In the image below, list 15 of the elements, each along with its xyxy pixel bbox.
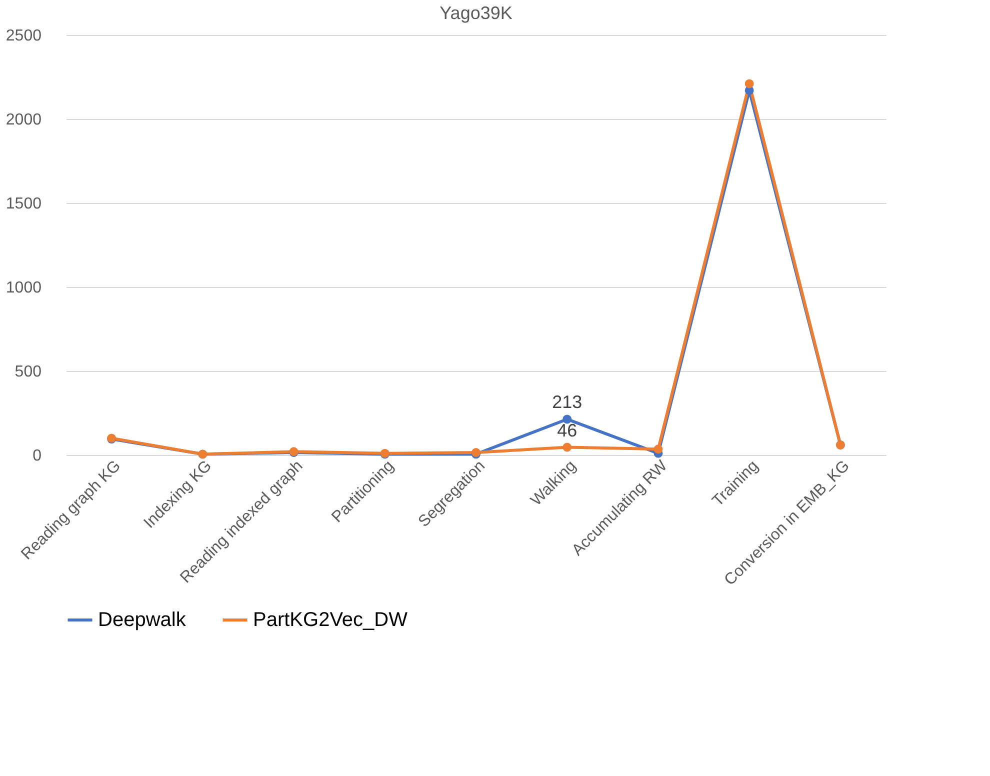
- y-tick-label: 500: [14, 364, 42, 380]
- data-label: 213: [552, 392, 582, 412]
- y-tick-label: 0: [32, 448, 42, 464]
- y-tick-label: 2500: [6, 28, 42, 44]
- point: [562, 414, 572, 424]
- legend-label: PartKG2Vec_DW: [253, 609, 408, 631]
- chart-title: Yago39K: [440, 3, 512, 23]
- y-tick-label: 1500: [6, 196, 42, 212]
- data-label: 46: [557, 420, 578, 440]
- legend-label: Deepwalk: [98, 609, 187, 631]
- point: [562, 442, 572, 452]
- y-tick-label: 1000: [6, 280, 42, 296]
- point: [744, 79, 754, 88]
- y-tick-label: 2000: [6, 112, 42, 128]
- point: [654, 444, 663, 454]
